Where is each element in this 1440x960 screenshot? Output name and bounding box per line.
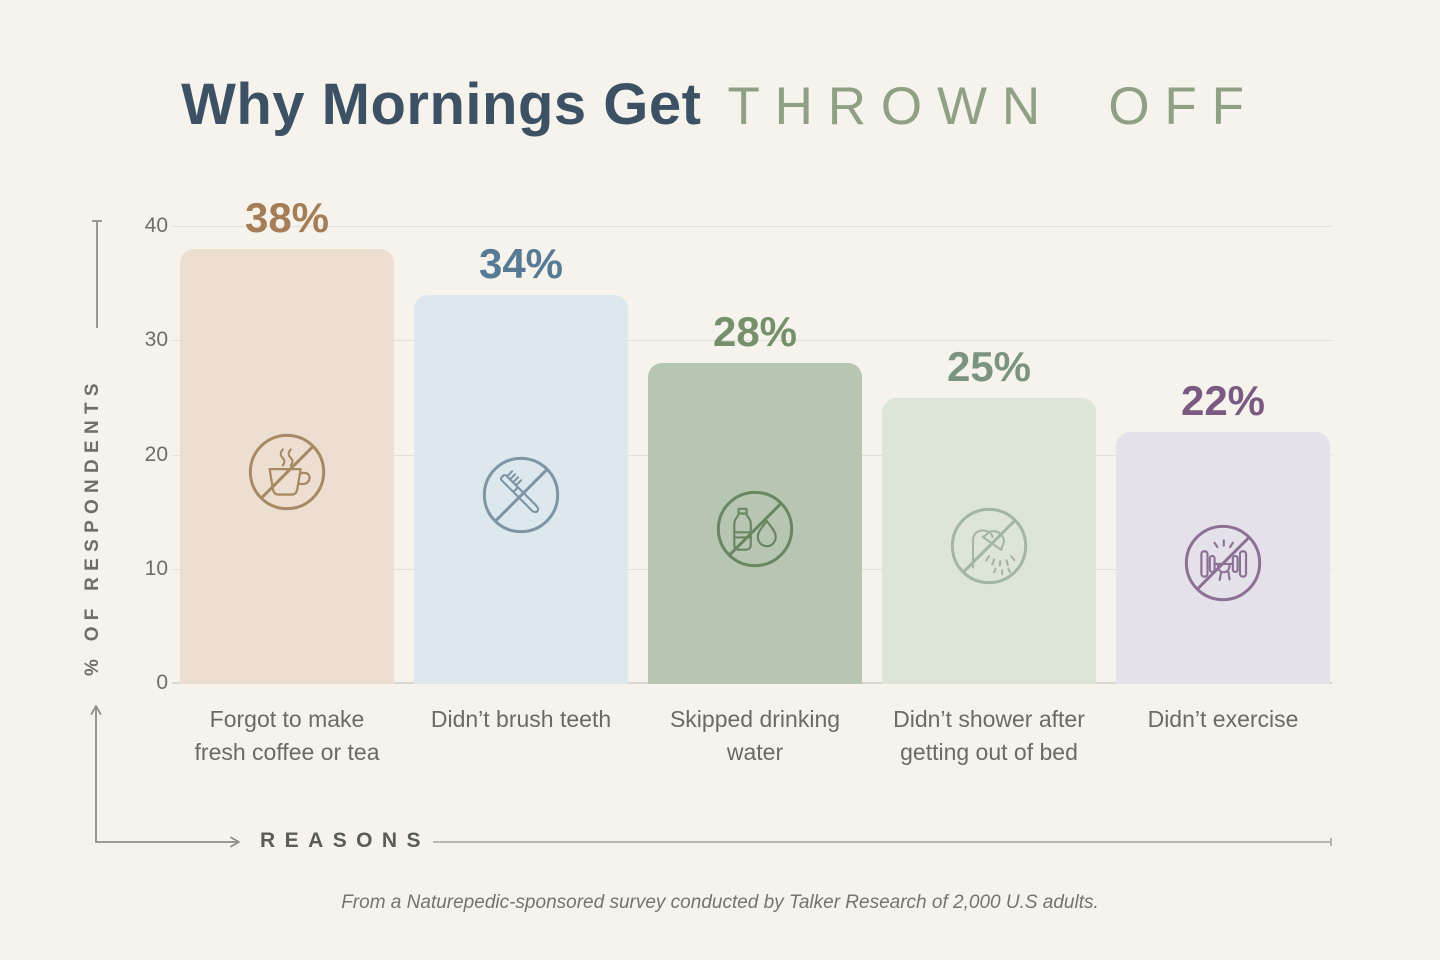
category-label-shower: Didn’t shower after getting out of bed [893,706,1085,765]
value-label-shower: 25% [946,343,1032,390]
no-dumbbell-icon [1176,516,1270,610]
category-label-exercise: Didn’t exercise [1147,706,1299,732]
category-label-coffee: Forgot to make fresh coffee or tea [194,706,380,765]
gridline-30 [172,340,1332,341]
bar-water [648,363,862,684]
title-main: Why Mornings Get [181,72,702,137]
x-axis-title: REASONS [260,829,431,852]
category-label-teeth: Didn’t brush teeth [430,706,612,732]
value-label-water: 28% [712,308,798,355]
y-tick-label-30: 30 [144,328,168,351]
bar-group-coffee: 38% [180,197,394,684]
bar-group-teeth: 34% [414,243,628,684]
no-water-icon [708,482,802,576]
y-tick-label-20: 20 [144,443,168,466]
no-coffee-icon [240,425,334,519]
value-label-teeth: 34% [478,240,564,287]
value-label-exercise: 22% [1180,377,1266,424]
y-tick-label-0: 0 [156,671,168,694]
bar-group-water: 28% [648,311,862,684]
no-shower-icon [942,499,1036,593]
x-axis-line [433,838,1332,846]
page-title: Why Mornings Get THROWN OFF [0,76,1440,134]
y-tick-label-40: 40 [144,214,168,237]
y-axis-line [92,220,102,328]
title-accent: THROWN OFF [727,77,1259,136]
y-tick-label-10: 10 [144,557,168,580]
bar-coffee [180,249,394,684]
bar-group-shower: 25% [882,346,1096,684]
bar-group-exercise: 22% [1116,380,1330,684]
bar-shower [882,398,1096,684]
bar-exercise [1116,432,1330,684]
no-toothbrush-icon [474,448,568,542]
value-label-coffee: 38% [244,194,330,241]
source-note: From a Naturepedic-sponsored survey cond… [341,892,1099,913]
y-axis-title: % OF RESPONDENTS [82,377,103,676]
plot-area: 38% 34% [172,197,1332,684]
xy-corner-arrow [90,705,240,848]
category-label-water: Skipped drinking water [669,706,841,765]
gridline-40 [172,226,1332,227]
bar-teeth [414,295,628,684]
